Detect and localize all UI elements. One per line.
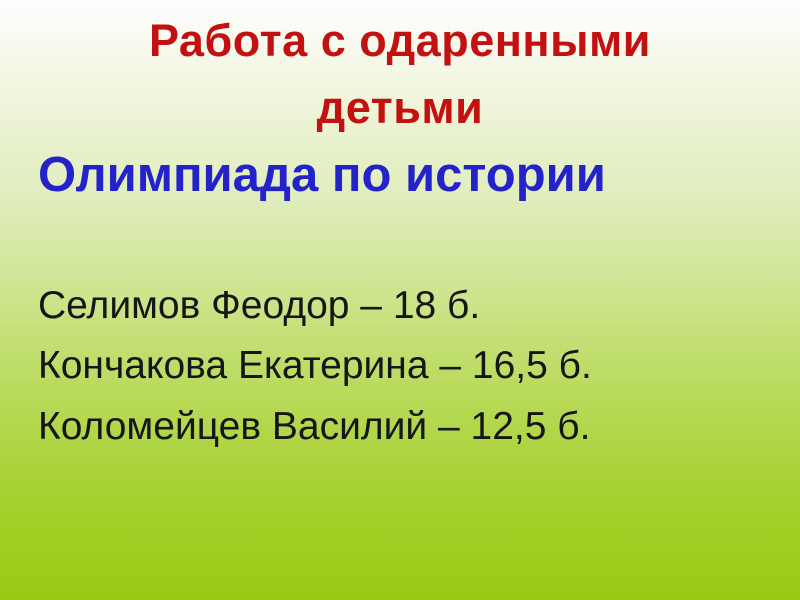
slide-title: Работа с одаренными детьми — [0, 8, 800, 141]
slide-title-line-1: Работа с одаренными — [149, 15, 651, 66]
slide-title-line-2: детьми — [316, 81, 484, 133]
result-line-kolomeytsev: Коломейцев Василий – 12,5 б. — [38, 404, 591, 448]
results-list: Селимов Феодор – 18 б. Кончакова Екатери… — [38, 276, 780, 457]
result-line-selimov: Селимов Феодор – 18 б. — [38, 284, 481, 327]
result-line-konchakova: Кончакова Екатерина – 16,5 б. — [38, 344, 592, 388]
subtitle-olympiad: Олимпиада по истории — [38, 148, 606, 202]
